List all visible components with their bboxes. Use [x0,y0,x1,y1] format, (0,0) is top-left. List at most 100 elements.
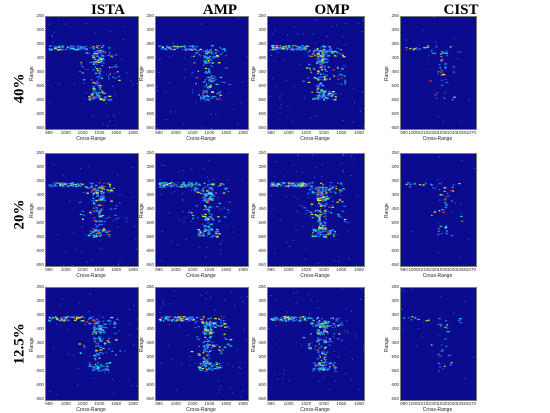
scatter-point [344,221,346,222]
noise-point [350,379,351,380]
scatter-point [316,61,317,62]
noise-point [222,363,223,364]
scatter-point [211,228,212,229]
scatter-point [330,339,331,340]
scatter-point [320,357,321,358]
scatter-point [96,319,99,320]
scatter-point [183,318,185,319]
scatter-point [210,84,211,85]
scatter-point [407,183,409,184]
scatter-point [432,53,434,54]
scatter-point [99,99,102,100]
noise-point [302,226,303,227]
x-tick-label: 1060 [333,401,349,406]
scatter-point [205,371,208,372]
x-tick-label: 1080 [351,401,367,406]
scatter-point [211,189,213,190]
noise-point [348,222,349,223]
noise-point [247,57,248,58]
scatter-point [93,89,96,90]
noise-point [210,297,211,298]
noise-point [343,171,344,172]
scatter-point [90,366,93,367]
scatter-point [120,350,121,351]
scatter-point [95,233,98,234]
x-tick-label: 1040 [316,401,332,406]
noise-point [98,95,99,96]
noise-point [322,67,323,68]
scatter-point [207,232,209,233]
noise-point [169,212,170,213]
scatter-point [442,60,443,61]
noise-point [353,122,354,123]
scatter-point [82,66,83,67]
noise-point [300,65,301,66]
y-tick-label: 550 [30,368,44,373]
scatter-point [210,192,211,193]
noise-point [332,323,333,324]
scatter-point [195,321,198,322]
scatter-point [330,191,332,192]
scatter-point [182,49,184,50]
scatter-point [451,235,454,236]
scatter-point [197,188,199,189]
x-tick-label: 1040 [91,130,107,135]
noise-point [284,369,285,370]
scatter-point [211,187,212,188]
noise-point [68,354,69,355]
scatter-point [311,72,313,73]
scatter-point [313,236,314,237]
scatter-point [210,98,213,99]
scatter-point [114,333,117,334]
scatter-point [174,46,176,47]
scatter-point [110,190,113,191]
noise-point [195,363,196,364]
scatter-point [285,320,288,321]
scatter-point [311,188,314,189]
noise-point [119,217,120,218]
scatter-point [198,94,200,95]
radar-image-ista-12-5 [45,287,139,401]
scatter-point [443,187,446,188]
scatter-point [339,189,342,190]
scatter-point [209,364,210,365]
noise-point [221,82,222,83]
noise-point [298,48,299,49]
noise-point [276,161,277,162]
scatter-point [96,366,98,367]
scatter-point [174,49,176,50]
scatter-point [322,197,325,198]
scatter-point [304,49,306,50]
scatter-point [192,72,193,73]
noise-point [99,327,100,328]
noise-point [319,357,320,358]
scatter-point [326,352,329,353]
scatter-point [101,193,102,194]
noise-point [437,186,438,187]
y-tick-label: 400 [252,55,266,60]
x-tick-label: 1000 [281,130,297,135]
scatter-point [218,326,220,327]
noise-point [343,154,344,155]
scatter-point [188,212,190,213]
scatter-point [159,186,161,187]
scatter-point [228,326,229,327]
noise-point [351,175,352,176]
noise-point [280,220,281,221]
noise-point [100,240,101,241]
scatter-point [61,320,63,321]
scatter-point [288,46,291,47]
noise-point [95,325,96,326]
scatter-point [440,325,441,326]
scatter-point [205,216,207,217]
scatter-point [101,340,104,341]
scatter-point [116,218,118,219]
scatter-point [99,349,102,350]
scatter-point [60,318,61,319]
scatter-point [205,53,207,54]
noise-point [296,171,297,172]
scatter-point [171,47,173,48]
scatter-point [98,48,100,49]
scatter-point [324,357,325,358]
x-axis-label: Cross-Range [45,273,137,279]
